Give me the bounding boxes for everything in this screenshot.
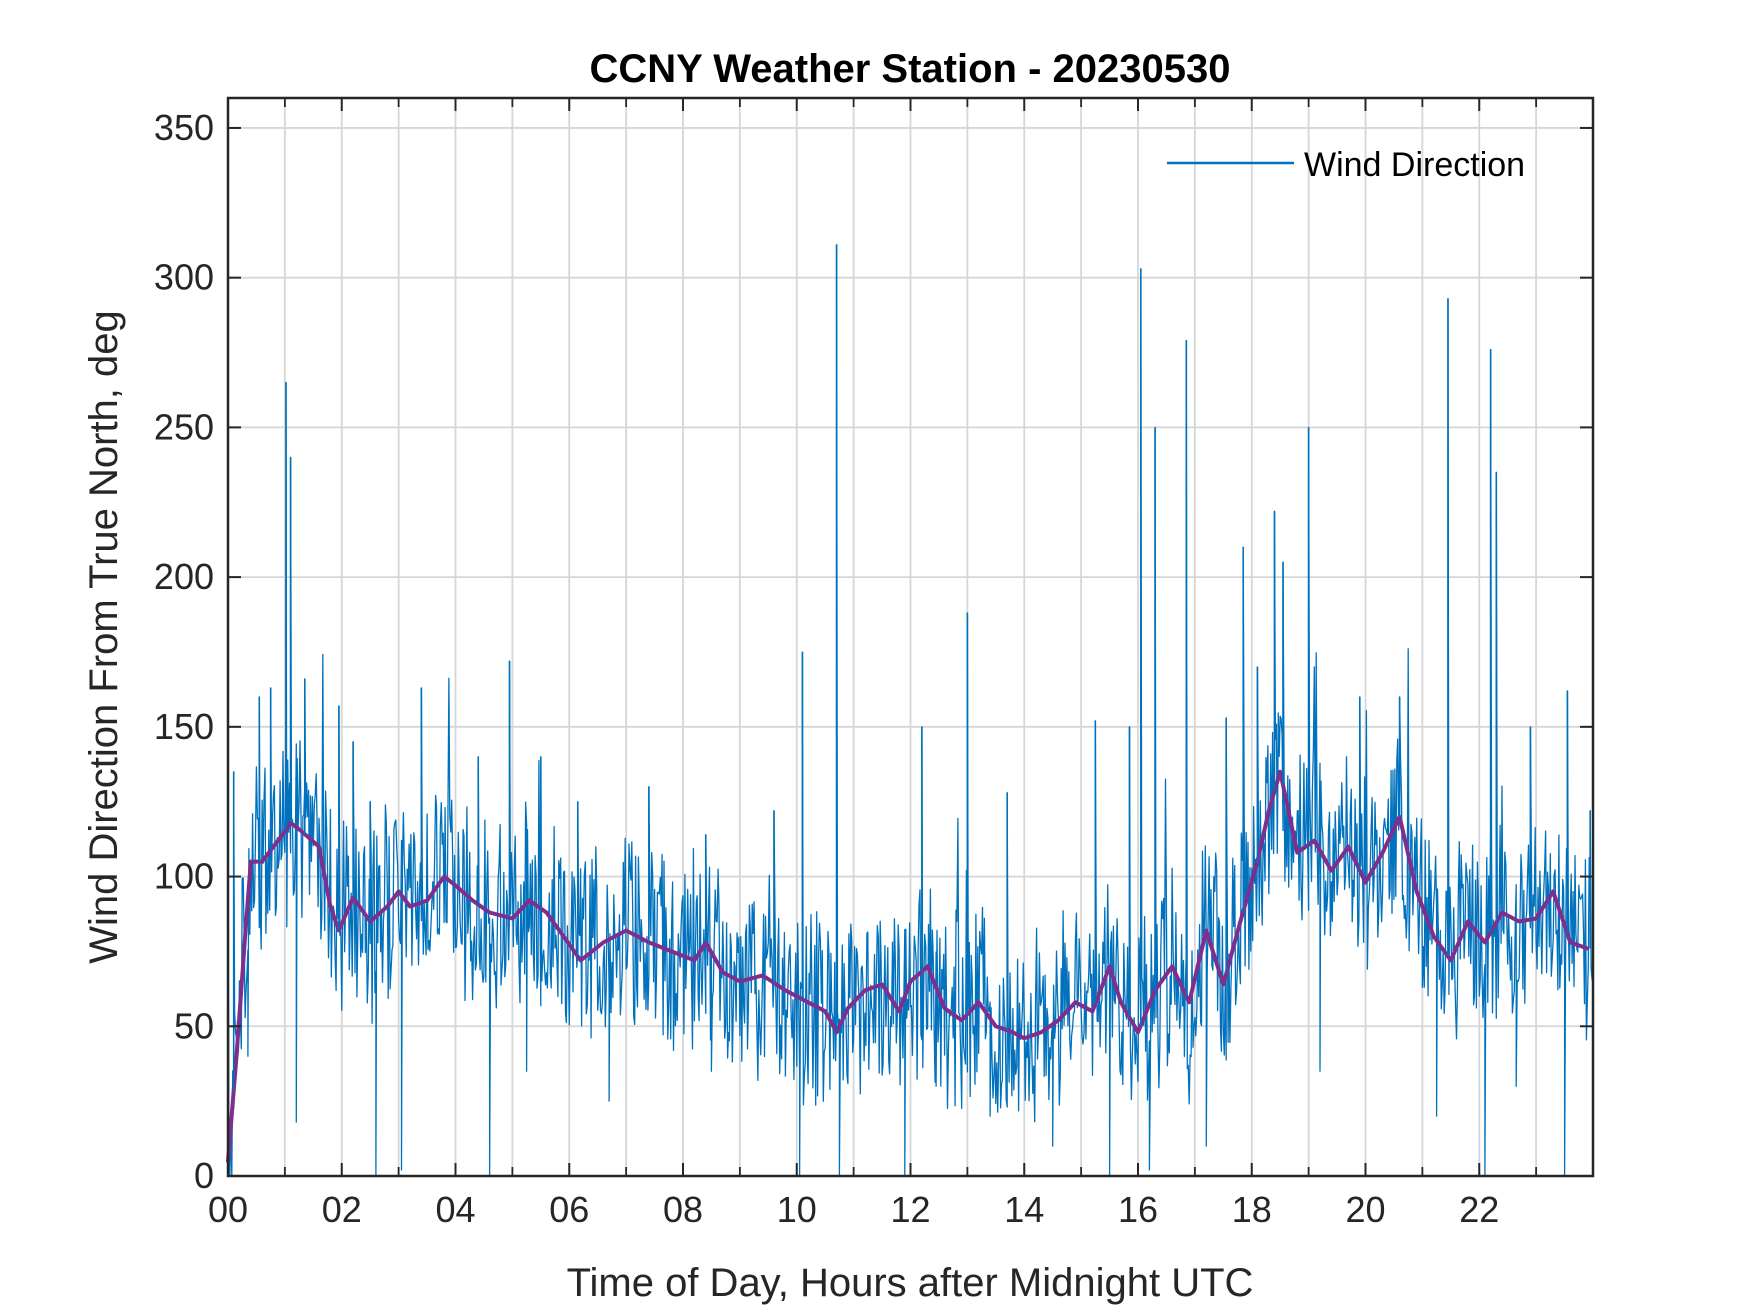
y-tick-label: 300 [154, 257, 214, 298]
x-tick-label: 14 [1004, 1189, 1044, 1230]
axis-ticks: 00 02 04 06 08 10 12 14 16 18 20 22 0 50 100 150 200 250 3… [154, 98, 1593, 1230]
x-tick-label: 10 [777, 1189, 817, 1230]
x-tick-label: 08 [663, 1189, 703, 1230]
y-tick-label: 250 [154, 406, 214, 447]
x-tick-label: 04 [435, 1189, 475, 1230]
x-tick-label: 02 [322, 1189, 362, 1230]
x-axis-label: Time of Day, Hours after Midnight UTC [567, 1261, 1254, 1305]
x-tick-label: 20 [1345, 1189, 1385, 1230]
legend-label-wind-direction: Wind Direction [1304, 146, 1525, 184]
y-tick-label: 50 [174, 1005, 214, 1046]
y-tick-label: 150 [154, 706, 214, 747]
x-tick-label: 16 [1118, 1189, 1158, 1230]
x-tick-label: 22 [1459, 1189, 1499, 1230]
y-tick-label: 100 [154, 856, 214, 897]
x-tick-label: 12 [890, 1189, 930, 1230]
wind-direction-smoothed-line [226, 769, 1590, 1163]
legend: Wind Direction [1167, 146, 1525, 184]
x-tick-label: 00 [208, 1189, 248, 1230]
raw-series-layer [227, 244, 1594, 1177]
x-tick-label: 18 [1232, 1189, 1272, 1230]
y-axis-label: Wind Direction From True North, deg [82, 310, 126, 964]
chart-title: CCNY Weather Station - 20230530 [590, 47, 1231, 91]
y-tick-label: 350 [154, 107, 214, 148]
y-tick-label: 0 [194, 1155, 214, 1196]
smoothed-series-layer [226, 769, 1590, 1163]
x-tick-label: 06 [549, 1189, 589, 1230]
wind-direction-raw-line [227, 244, 1594, 1177]
y-tick-label: 200 [154, 556, 214, 597]
